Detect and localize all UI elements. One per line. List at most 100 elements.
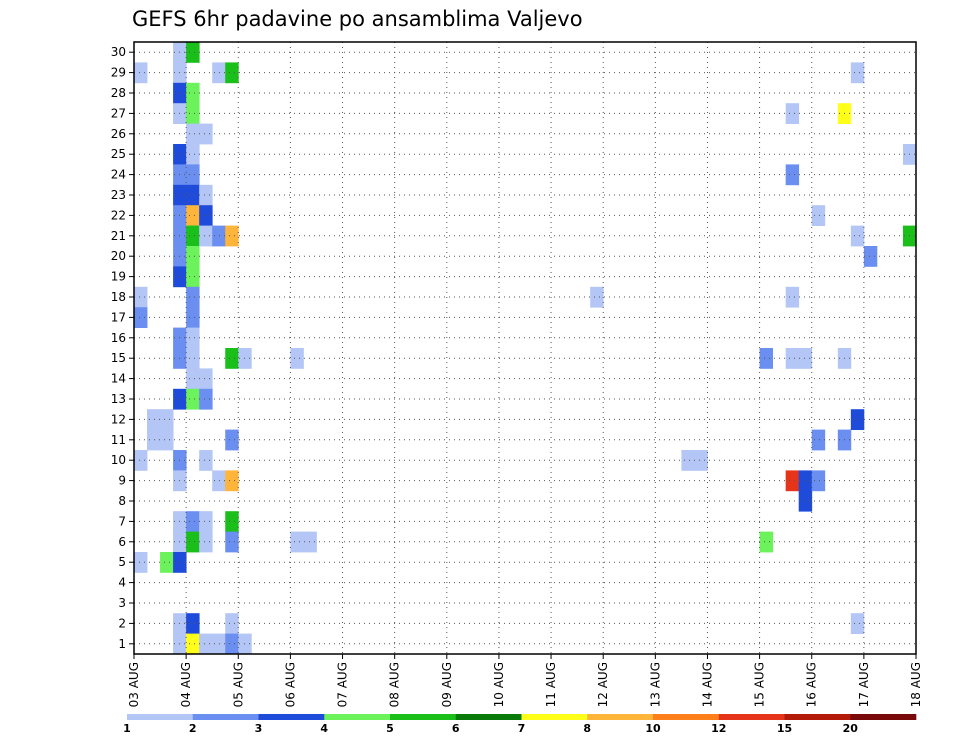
- data-cell: [147, 409, 161, 430]
- legend-label: 12: [711, 722, 726, 735]
- data-cell: [199, 123, 213, 145]
- y-tick-label: 29: [111, 66, 126, 80]
- legend-swatch: [653, 714, 720, 720]
- data-cell: [850, 409, 865, 430]
- data-cell: [798, 490, 813, 512]
- y-tick-label: 8: [118, 494, 126, 508]
- y-tick-label: 2: [118, 616, 126, 630]
- x-tick-label: 13 AUG: [648, 662, 662, 707]
- y-tick-label: 4: [118, 576, 126, 590]
- y-tick-label: 6: [118, 535, 126, 549]
- data-cell: [186, 531, 200, 553]
- legend-label: 8: [583, 722, 591, 735]
- x-tick-label: 14 AUG: [700, 662, 714, 707]
- data-cell: [785, 470, 800, 492]
- data-cell: [850, 62, 865, 84]
- data-cell: [199, 368, 213, 390]
- data-cell: [186, 144, 200, 165]
- data-cell: [850, 225, 865, 247]
- data-cell: [225, 225, 239, 247]
- data-cell: [212, 470, 226, 492]
- data-cell: [186, 164, 200, 186]
- data-cell: [186, 205, 200, 226]
- y-tick-label: 5: [118, 555, 126, 569]
- data-cell: [759, 531, 774, 553]
- legend-swatch: [390, 714, 457, 720]
- data-cell: [798, 470, 813, 492]
- data-cell: [225, 633, 239, 655]
- legend-swatch: [587, 714, 654, 720]
- data-cell: [225, 348, 239, 369]
- y-tick-label: 14: [111, 372, 126, 386]
- x-tick-label: 04 AUG: [179, 662, 193, 707]
- data-cell: [785, 286, 800, 308]
- legend-label: 1: [123, 722, 131, 735]
- legend-swatch: [324, 714, 391, 720]
- y-tick-label: 11: [111, 433, 126, 447]
- legend-label: 6: [452, 722, 460, 735]
- x-tick-label: 18 AUG: [909, 662, 923, 707]
- legend-label: 3: [255, 722, 263, 735]
- legend-label: 15: [777, 722, 792, 735]
- plot-frame: [133, 41, 917, 655]
- data-cell: [134, 286, 148, 308]
- data-cell: [199, 184, 213, 206]
- data-cell: [785, 348, 800, 369]
- data-cell: [199, 633, 213, 655]
- data-cell: [199, 450, 213, 471]
- cells-layer: [134, 42, 917, 655]
- data-cell: [186, 327, 200, 349]
- legend-swatch: [784, 714, 851, 720]
- x-tick-label: 05 AUG: [231, 662, 245, 707]
- data-cell: [186, 633, 200, 655]
- x-tick-label: 12 AUG: [596, 662, 610, 707]
- data-cell: [811, 470, 826, 492]
- data-cell: [186, 511, 200, 532]
- data-cell: [186, 246, 200, 267]
- axis-layer: 1234567891011121314151617181920212223242…: [111, 45, 923, 707]
- data-cell: [186, 307, 200, 328]
- data-cell: [186, 613, 200, 634]
- data-cell: [212, 62, 226, 84]
- data-cell: [186, 123, 200, 145]
- y-tick-label: 19: [111, 270, 126, 284]
- legend-label: 5: [386, 722, 394, 735]
- data-cell: [225, 511, 239, 532]
- y-tick-label: 9: [118, 474, 126, 488]
- data-cell: [850, 613, 865, 634]
- data-cell: [225, 470, 239, 492]
- data-cell: [212, 225, 226, 247]
- y-tick-label: 15: [111, 351, 126, 365]
- data-cell: [759, 348, 774, 369]
- x-tick-label: 09 AUG: [440, 662, 454, 707]
- data-cell: [134, 552, 148, 573]
- y-tick-label: 26: [111, 127, 126, 141]
- data-cell: [186, 286, 200, 308]
- data-cell: [186, 348, 200, 369]
- legend-swatch: [850, 714, 917, 720]
- data-cell: [225, 62, 239, 84]
- data-cell: [186, 266, 200, 288]
- data-cell: [785, 103, 800, 124]
- data-cell: [134, 307, 148, 328]
- data-cell: [186, 388, 200, 410]
- y-tick-label: 7: [118, 514, 126, 528]
- y-tick-label: 13: [111, 392, 126, 406]
- x-tick-label: 10 AUG: [492, 662, 506, 707]
- data-cell: [225, 531, 239, 553]
- y-tick-label: 24: [111, 168, 126, 182]
- color-legend: 1 2 3 4 5 6 7 8 10 12 15 20: [123, 714, 917, 735]
- data-cell: [590, 286, 604, 308]
- y-tick-label: 20: [111, 249, 126, 263]
- legend-label: 20: [843, 722, 859, 735]
- x-tick-label: 06 AUG: [283, 662, 297, 707]
- data-cell: [186, 103, 200, 124]
- legend-swatch: [455, 714, 522, 720]
- grid-layer: [134, 42, 916, 654]
- data-cell: [290, 531, 304, 553]
- legend-swatch: [127, 714, 194, 720]
- data-cell: [694, 450, 708, 471]
- x-tick-label: 07 AUG: [336, 662, 350, 707]
- x-tick-label: 15 AUG: [753, 662, 767, 707]
- data-cell: [798, 348, 813, 369]
